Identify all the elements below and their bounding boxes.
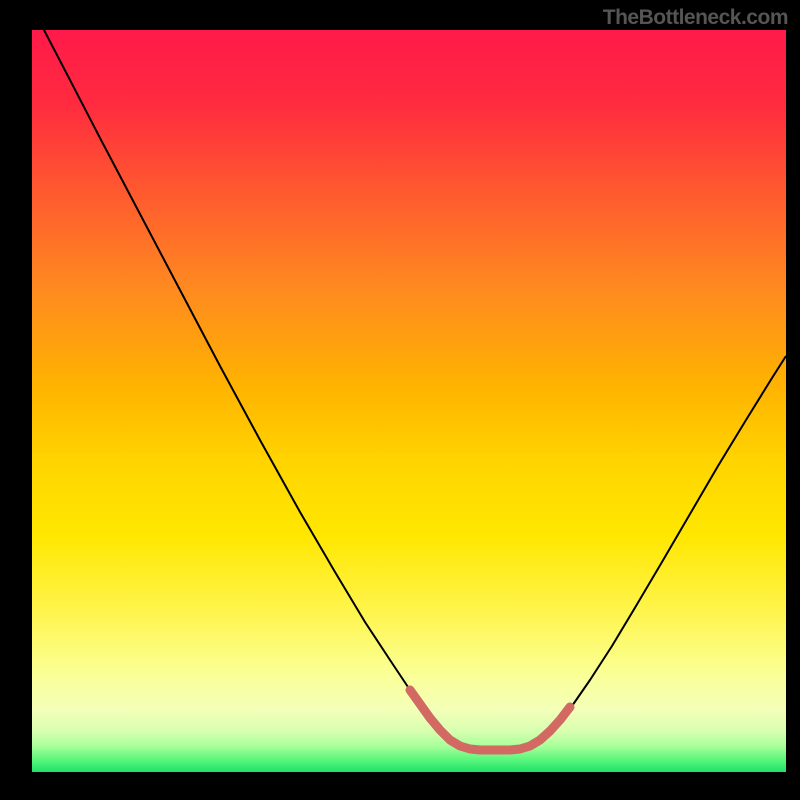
- frame-border-left: [0, 0, 32, 800]
- bottleneck-chart: [0, 0, 800, 800]
- watermark-text: TheBottleneck.com: [603, 6, 788, 30]
- plot-background: [32, 30, 786, 772]
- frame-border-right: [786, 0, 800, 800]
- frame-border-bottom: [0, 772, 800, 800]
